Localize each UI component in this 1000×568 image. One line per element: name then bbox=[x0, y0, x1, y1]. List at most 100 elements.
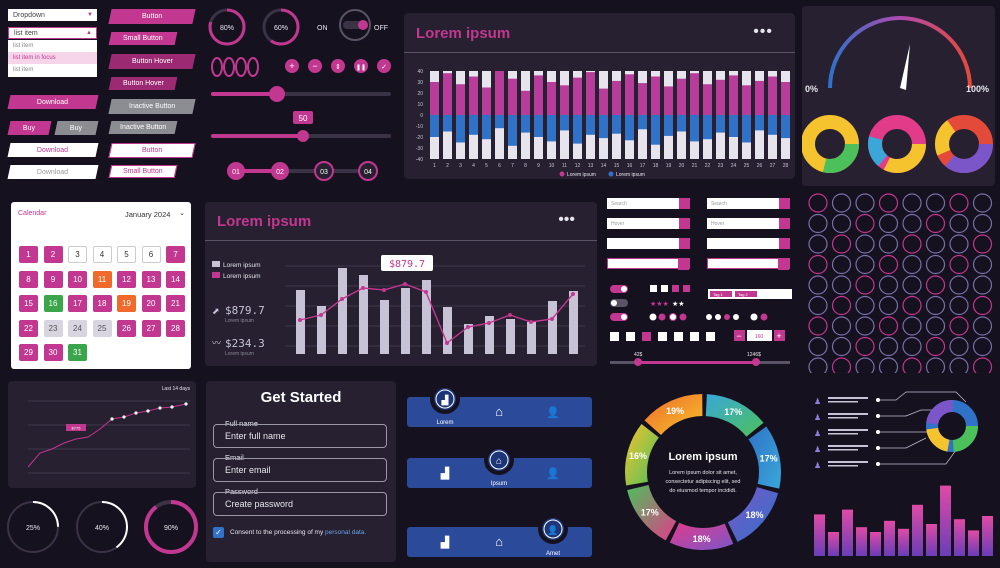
small-button[interactable]: Small Button bbox=[108, 32, 178, 45]
calendar-day[interactable]: 16 bbox=[43, 295, 63, 312]
calendar-day[interactable]: 23 bbox=[43, 319, 63, 337]
consent-checkbox[interactable]: ✓ bbox=[213, 527, 224, 538]
icon-buttons[interactable]: + − ⇕ ❚❚ ✓ bbox=[285, 59, 391, 73]
email-field[interactable]: Enter email bbox=[213, 458, 387, 482]
list-item[interactable]: list item bbox=[13, 67, 34, 73]
search-icon bbox=[778, 259, 789, 270]
full-name-field[interactable]: Enter full name bbox=[213, 424, 387, 448]
download-button-outline[interactable]: Download bbox=[7, 143, 99, 157]
calendar-day[interactable]: 3 bbox=[68, 246, 87, 263]
search-input[interactable]: Search bbox=[707, 198, 790, 209]
bar-series-1 bbox=[755, 80, 764, 115]
calendar-day[interactable]: 11 bbox=[92, 270, 112, 288]
bar-series-1 bbox=[768, 76, 777, 115]
calendar-day[interactable]: 18 bbox=[92, 295, 112, 312]
search-input-hover[interactable]: Hover bbox=[607, 218, 690, 229]
calendar-month[interactable]: January 2024 bbox=[125, 210, 171, 219]
calendar-day[interactable]: 29 bbox=[19, 344, 38, 361]
svg-text:✓: ✓ bbox=[381, 64, 387, 71]
inactive-button[interactable]: Inactive Button bbox=[108, 99, 196, 114]
calendar-day[interactable]: 2 bbox=[43, 246, 63, 263]
calendar-day[interactable]: 28 bbox=[166, 319, 185, 337]
tooltip-value: $879.7 bbox=[389, 259, 425, 270]
calendar-day[interactable]: 20 bbox=[141, 295, 161, 312]
search-input[interactable] bbox=[707, 238, 790, 249]
search-input[interactable] bbox=[707, 258, 790, 270]
progress-circle bbox=[925, 295, 946, 316]
download-button[interactable]: Download bbox=[7, 95, 99, 109]
download-button-inactive[interactable]: Download bbox=[7, 165, 99, 179]
search-input[interactable]: Search bbox=[607, 198, 690, 209]
small-outline-button[interactable]: Small Button bbox=[108, 165, 178, 178]
outline-button[interactable]: Button bbox=[108, 143, 196, 158]
search-input[interactable] bbox=[607, 258, 690, 270]
calendar-day[interactable]: 13 bbox=[141, 270, 161, 288]
calendar-day[interactable]: 5 bbox=[117, 246, 136, 263]
progress-ring-80 bbox=[208, 8, 246, 46]
tag[interactable]: Tag 1 bbox=[713, 292, 724, 297]
small-button-hover[interactable]: Button Hover bbox=[108, 77, 178, 90]
consent-link[interactable]: personal data. bbox=[325, 529, 367, 536]
calendar-day[interactable]: 4 bbox=[92, 246, 112, 263]
calendar-day[interactable]: 12 bbox=[117, 270, 136, 288]
list-item-focus[interactable]: list item in focus bbox=[8, 52, 97, 64]
calendar-day[interactable]: 22 bbox=[19, 319, 38, 337]
bar-series-2 bbox=[560, 115, 569, 131]
bar-series-2 bbox=[703, 115, 712, 140]
circle-grid bbox=[808, 193, 993, 373]
buy-button[interactable]: Buy bbox=[7, 121, 52, 135]
x-tick-label: 2 bbox=[446, 163, 449, 169]
dropdown[interactable]: Dropdown ▼ bbox=[8, 9, 97, 21]
buy-button-inactive[interactable]: Buy bbox=[54, 121, 99, 135]
y-tick-label: -10 bbox=[416, 124, 423, 130]
calendar-day[interactable]: 19 bbox=[117, 295, 136, 312]
progress-circle bbox=[831, 213, 852, 234]
calendar-day[interactable]: 8 bbox=[19, 270, 38, 288]
more-icon[interactable]: ••• bbox=[558, 211, 575, 228]
progress-circle bbox=[972, 336, 993, 357]
x-tick-label: 12 bbox=[575, 163, 581, 169]
calendar-day[interactable]: 30 bbox=[43, 344, 63, 361]
calendar-day[interactable]: 14 bbox=[166, 270, 185, 288]
info-rows: ♟ ♟ ♟ ♟ ♟ bbox=[814, 397, 821, 470]
pagination[interactable] bbox=[610, 332, 715, 341]
password-field[interactable]: Create password bbox=[213, 492, 387, 516]
chevron-down-icon[interactable]: ⌄ bbox=[179, 210, 185, 217]
dropdown-open[interactable]: list item ▲ bbox=[8, 27, 97, 39]
list-item[interactable]: list item bbox=[13, 43, 34, 49]
nav-label: Ipsum bbox=[491, 481, 507, 487]
nav-label: Lorem bbox=[436, 420, 453, 426]
x-tick-label: 5 bbox=[485, 163, 488, 169]
checkboxes[interactable]: ★★★ ★★ bbox=[649, 285, 768, 321]
donut-text: Lorem ipsum dolor sit amet, consectetur a… bbox=[665, 470, 741, 494]
calendar-day[interactable]: 10 bbox=[68, 270, 87, 288]
bar-series-2 bbox=[716, 115, 725, 133]
mini-controls: ★★★ ★★ Tag 1 Tag 2 − + 160 42$ 1246$ bbox=[610, 285, 792, 366]
calendar-day[interactable]: 6 bbox=[141, 246, 161, 263]
progress-circle bbox=[878, 213, 899, 234]
gauge: 0% 100% bbox=[801, 16, 993, 173]
toggles[interactable] bbox=[610, 285, 628, 321]
calendar-day[interactable]: 7 bbox=[166, 246, 185, 263]
search-input[interactable] bbox=[607, 238, 690, 249]
small-inactive-button[interactable]: Inactive Button bbox=[108, 121, 178, 134]
calendar-day[interactable]: 9 bbox=[43, 270, 63, 288]
calendar-day[interactable]: 26 bbox=[117, 319, 136, 337]
calendar-day[interactable]: 27 bbox=[141, 319, 161, 337]
more-icon[interactable]: ••• bbox=[753, 23, 773, 40]
quantity-stepper[interactable]: − + bbox=[734, 330, 785, 341]
calendar-day[interactable]: 17 bbox=[68, 295, 87, 312]
calendar-day[interactable]: 21 bbox=[166, 295, 185, 312]
calendar-day[interactable]: 25 bbox=[92, 319, 112, 337]
calendar-day[interactable]: 15 bbox=[19, 295, 38, 312]
calendar-day[interactable]: 24 bbox=[68, 319, 87, 337]
calendar-day[interactable]: 31 bbox=[68, 344, 87, 361]
button-hover[interactable]: Button Hover bbox=[108, 54, 196, 69]
calendar-day[interactable]: 1 bbox=[19, 246, 38, 263]
tag[interactable]: Tag 2 bbox=[738, 292, 749, 297]
search-input-hover[interactable]: Hover bbox=[707, 218, 790, 229]
small-line-panel: Last 14 days $775 bbox=[8, 381, 196, 488]
bar-series-2 bbox=[677, 115, 686, 132]
button[interactable]: Button bbox=[108, 9, 196, 24]
x-tick-label: 27 bbox=[770, 163, 776, 169]
